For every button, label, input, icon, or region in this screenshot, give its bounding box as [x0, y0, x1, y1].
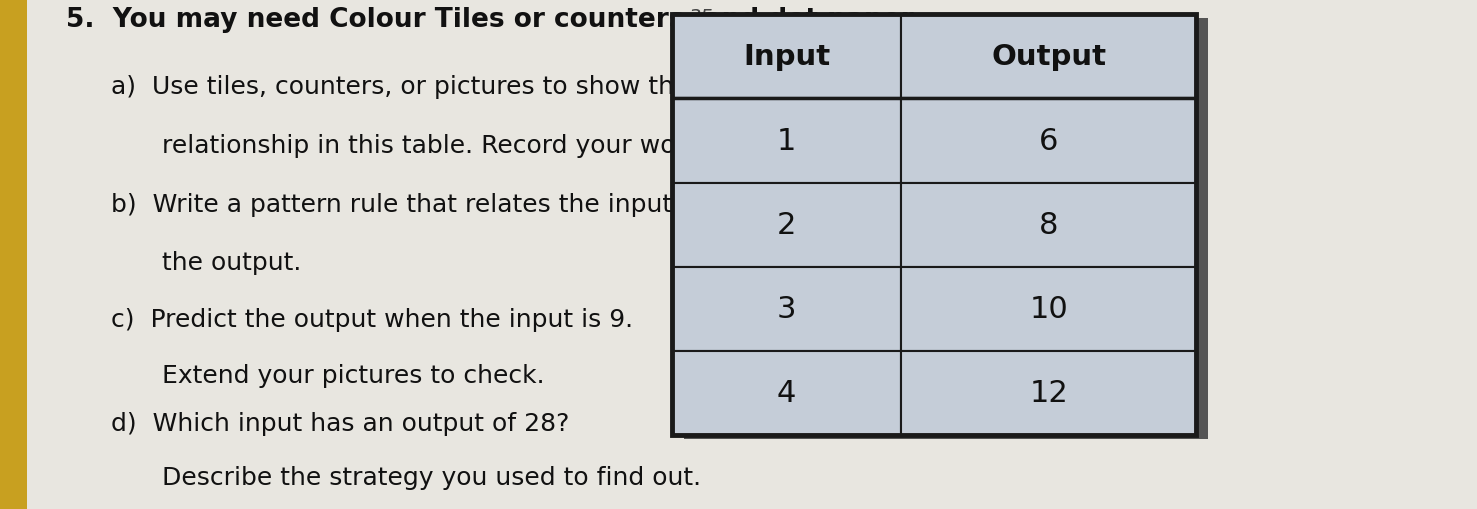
Text: Extend your pictures to check.: Extend your pictures to check. — [162, 363, 545, 387]
Text: c)  Predict the output when the input is 9.: c) Predict the output when the input is … — [111, 307, 634, 331]
Text: Output: Output — [991, 43, 1106, 71]
Bar — [901, 267, 1196, 351]
Bar — [901, 351, 1196, 435]
Bar — [672, 15, 1196, 435]
Bar — [672, 351, 901, 435]
Text: Describe the strategy you used to find out.: Describe the strategy you used to find o… — [162, 465, 702, 489]
Text: 10: 10 — [1029, 295, 1068, 324]
Bar — [0, 0, 27, 509]
Text: 2: 2 — [777, 211, 796, 240]
Text: 35: 35 — [690, 8, 713, 26]
Bar — [901, 183, 1196, 267]
Text: 4: 4 — [777, 379, 796, 408]
Bar — [901, 99, 1196, 183]
Text: 1: 1 — [777, 127, 796, 156]
Text: the output.: the output. — [162, 251, 301, 275]
Text: 6: 6 — [1038, 127, 1059, 156]
Text: Input: Input — [743, 43, 830, 71]
Bar — [672, 183, 901, 267]
Bar — [901, 15, 1196, 99]
Bar — [672, 15, 901, 99]
Text: 8: 8 — [1038, 211, 1059, 240]
Text: a)  Use tiles, counters, or pictures to show the: a) Use tiles, counters, or pictures to s… — [111, 75, 690, 99]
Text: d)  Which input has an output of 28?: d) Which input has an output of 28? — [111, 411, 569, 435]
Text: 12: 12 — [1029, 379, 1068, 408]
Bar — [684, 19, 1208, 439]
Text: b)  Write a pattern rule that relates the input to: b) Write a pattern rule that relates the… — [111, 192, 705, 216]
Text: 5.  You may need Colour Tiles or counters, and dot paper.: 5. You may need Colour Tiles or counters… — [66, 7, 920, 33]
Bar — [672, 99, 901, 183]
Text: 3: 3 — [777, 295, 796, 324]
Bar — [672, 267, 901, 351]
Text: relationship in this table. Record your work.: relationship in this table. Record your … — [162, 134, 709, 158]
